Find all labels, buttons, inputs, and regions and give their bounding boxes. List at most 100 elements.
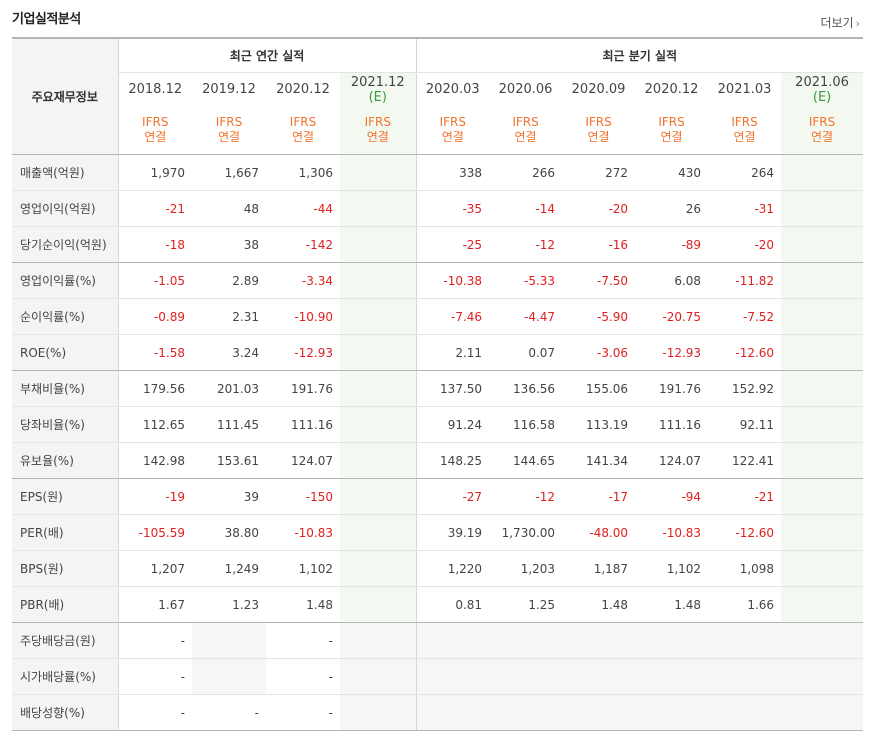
table-cell: 1.66 [708, 586, 782, 623]
table-cell [340, 370, 417, 407]
table-cell: -12.93 [635, 334, 709, 371]
table-cell [781, 514, 864, 551]
annual-header: 최근 연간 실적 [118, 37, 417, 73]
table-cell: 1,102 [266, 550, 340, 587]
table-cell [340, 262, 417, 299]
table-cell: -25 [415, 226, 490, 263]
row-label: PBR(배) [12, 586, 119, 623]
period-date-4: 2020.03 [415, 72, 490, 106]
table-cell: -21 [708, 478, 782, 515]
table-cell: 3.24 [192, 334, 266, 371]
table-cell [708, 658, 782, 695]
period-ifrs-7: IFRS 연결 [635, 106, 709, 155]
table-cell: -48.00 [562, 514, 636, 551]
table-cell: 153.61 [192, 442, 266, 479]
table-cell: -12.60 [708, 334, 782, 371]
period-date-8: 2021.03 [708, 73, 781, 107]
table-cell [781, 550, 864, 587]
row-label: 영업이익률(%) [12, 262, 119, 299]
period-date-5: 2020.06 [489, 73, 562, 107]
table-cell: -12 [489, 226, 563, 263]
table-row: 부채비율(%) 179.56 201.03 191.76 137.50 136.56 155… [12, 370, 864, 407]
period-date-0: 2018.12 [118, 73, 192, 107]
ifrs-label: IFRS [585, 115, 612, 129]
table-cell [489, 658, 563, 695]
table-cell: 1,203 [489, 550, 563, 587]
table-cell [781, 658, 864, 695]
table-cell [708, 622, 782, 659]
table-cell: 124.07 [635, 442, 709, 479]
row-label: 주당배당금(원) [12, 622, 119, 659]
table-cell: -21 [118, 190, 192, 227]
table-cell: 1.48 [266, 586, 340, 623]
table-cell: -89 [635, 226, 709, 263]
period-date-7: 2020.12 [635, 73, 708, 107]
more-link[interactable]: 더보기 › [820, 14, 860, 31]
period-date-label: 2020.12 [276, 82, 330, 97]
period-ifrs-6: IFRS 연결 [562, 106, 636, 155]
table-cell: 0.81 [415, 586, 490, 623]
table-cell: -5.33 [489, 262, 563, 299]
table-cell [781, 694, 864, 731]
table-row: 주당배당금(원) - - [12, 622, 864, 659]
table-cell: 38.80 [192, 514, 266, 551]
table-cell: -10.83 [635, 514, 709, 551]
period-date-label: 2021.03 [717, 82, 772, 97]
table-cell: -5.90 [562, 298, 636, 335]
table-cell: - [118, 622, 192, 659]
consolidated-label: 연결 [217, 130, 241, 144]
table-cell [340, 586, 417, 623]
table-cell: - [266, 694, 340, 731]
row-label: 영업이익(억원) [12, 190, 119, 227]
table-cell: -3.34 [266, 262, 340, 299]
table-cell: 137.50 [415, 370, 490, 407]
period-date-label: 2020.09 [571, 82, 626, 97]
table-cell [415, 694, 490, 731]
table-cell: 116.58 [489, 406, 563, 443]
table-cell [781, 298, 864, 335]
table-cell: -7.52 [708, 298, 782, 335]
table-cell: 92.11 [708, 406, 782, 443]
consolidated-label: 연결 [587, 130, 610, 144]
table-cell: 272 [562, 154, 636, 191]
table-cell [781, 154, 864, 191]
table-cell: 1,098 [708, 550, 782, 587]
ifrs-label: IFRS [142, 115, 169, 129]
table-cell: 39.19 [415, 514, 490, 551]
period-ifrs-5: IFRS 연결 [489, 106, 563, 155]
table-cell: -3.06 [562, 334, 636, 371]
table-cell [340, 406, 417, 443]
table-cell: 1,730.00 [489, 514, 563, 551]
table-cell: -17 [562, 478, 636, 515]
table-cell: 430 [635, 154, 709, 191]
chevron-right-icon: › [855, 17, 860, 30]
period-date-1: 2019.12 [192, 73, 266, 107]
table-cell: 148.25 [415, 442, 490, 479]
table-cell [781, 622, 864, 659]
table-cell: 264 [708, 154, 782, 191]
table-cell: 124.07 [266, 442, 340, 479]
table-cell: 191.76 [266, 370, 340, 407]
ifrs-label: IFRS [658, 115, 685, 129]
table-cell [192, 622, 266, 659]
table-cell [781, 442, 864, 479]
table-cell: -35 [415, 190, 490, 227]
consolidated-label: 연결 [366, 130, 389, 144]
estimate-mark: (E) [368, 89, 387, 105]
row-label: 당기순이익(억원) [12, 226, 119, 263]
table-cell [781, 262, 864, 299]
period-date-label: 2018.12 [128, 82, 183, 97]
period-ifrs-8: IFRS 연결 [708, 106, 782, 155]
table-cell: -12.60 [708, 514, 782, 551]
period-date-9: 2021.06 (E) [781, 72, 864, 106]
row-label: 매출액(억원) [12, 154, 119, 191]
table-cell [781, 334, 864, 371]
table-cell: 111.16 [266, 406, 340, 443]
table-cell [340, 334, 417, 371]
period-date-label: 2019.12 [202, 82, 256, 97]
table-cell: 1,187 [562, 550, 636, 587]
table-cell [340, 226, 417, 263]
row-label: 유보율(%) [12, 442, 119, 479]
table-cell: -11.82 [708, 262, 782, 299]
table-row: BPS(원) 1,207 1,249 1,102 1,220 1,203 1,187 1,10… [12, 550, 864, 587]
